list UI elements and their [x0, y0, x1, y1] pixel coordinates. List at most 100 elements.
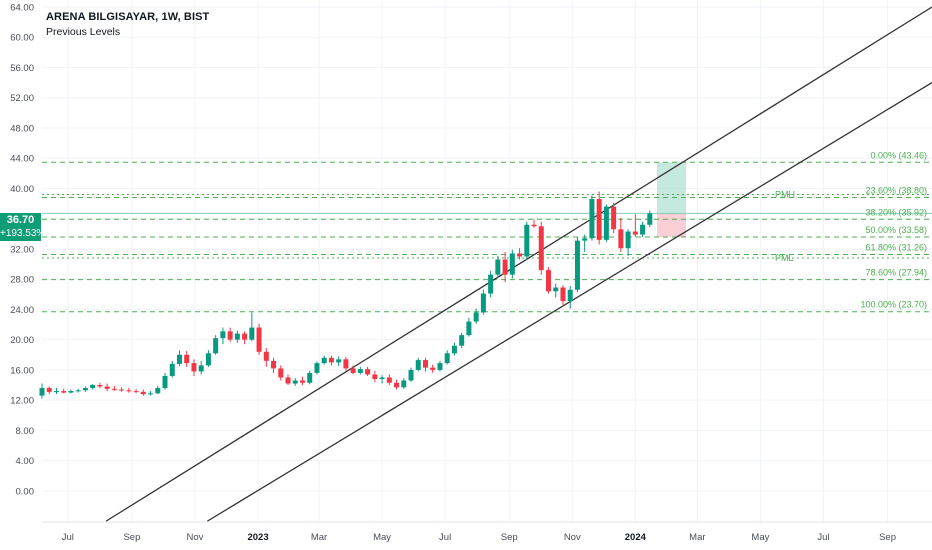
x-tick-label: Jul: [817, 532, 829, 543]
candle-body: [430, 367, 436, 370]
candle-body: [394, 382, 400, 388]
candle-body: [213, 338, 219, 354]
x-tick-label: 2023: [247, 532, 268, 543]
candle-body: [574, 240, 580, 290]
profit-zone: [657, 162, 686, 214]
y-axis[interactable]: 64.0060.0056.0052.0048.0044.0040.0036.00…: [10, 3, 34, 498]
candle-body: [97, 385, 103, 387]
candle-body: [444, 353, 450, 364]
candle-body: [365, 369, 371, 375]
candle-body: [546, 270, 552, 292]
candle-body: [227, 331, 233, 340]
y-tick-label: 64.00: [10, 3, 34, 14]
x-tick-label: Mar: [311, 532, 327, 543]
candle-body: [278, 368, 284, 378]
candle-body: [567, 289, 573, 302]
candle-body: [589, 199, 595, 239]
y-tick-label: 16.00: [10, 365, 34, 376]
y-tick-label: 12.00: [10, 396, 34, 407]
x-tick-label: Nov: [187, 532, 204, 543]
y-tick-label: 32.00: [10, 244, 34, 255]
candle-body: [473, 312, 479, 322]
x-tick-label: Mar: [689, 532, 705, 543]
fib-label: 50.00% (33.58): [865, 225, 927, 235]
candle-body: [176, 354, 182, 364]
channel-line: [105, 6, 932, 522]
candle-body: [517, 253, 523, 257]
candle-body: [415, 360, 421, 370]
candle-body: [292, 380, 298, 384]
fib-label: 38.20% (35.92): [865, 207, 927, 217]
x-tick-label: May: [751, 532, 769, 543]
candle-body: [61, 391, 67, 393]
y-tick-label: 24.00: [10, 305, 34, 316]
candle-body: [640, 224, 646, 235]
candle-body: [459, 335, 465, 346]
candle-body: [372, 374, 378, 379]
candle-body: [126, 390, 132, 392]
fib-label: 78.60% (27.94): [865, 268, 927, 278]
candle-body: [191, 363, 197, 372]
candle-body: [386, 377, 392, 383]
candle-body: [466, 321, 472, 336]
candle-body: [328, 357, 334, 363]
candle-body: [104, 386, 110, 389]
candle-body: [488, 274, 494, 294]
candle-body: [285, 377, 291, 384]
candle-body: [46, 388, 52, 392]
x-tick-label: Sep: [879, 532, 896, 543]
x-tick-label: Sep: [123, 532, 140, 543]
candle-body: [184, 354, 190, 364]
prev-level-label: PMH: [775, 190, 795, 200]
candle-body: [379, 377, 385, 379]
current-price: 36.70: [6, 214, 35, 226]
trend-channel[interactable]: [105, 6, 932, 522]
candle-body: [169, 363, 175, 376]
candle-body: [90, 385, 96, 389]
chart-legend: ARENA BILGISAYAR, 1W, BIST Previous Leve…: [46, 10, 209, 40]
x-axis[interactable]: Jul Sep Nov 2023 Mar May Jul Sep Nov 2024 Mar May Ju…: [42, 521, 932, 543]
y-tick-label: 8.00: [16, 426, 35, 437]
candle-body: [307, 372, 313, 383]
indicator-name[interactable]: Previous Levels: [46, 26, 121, 38]
y-tick-label: 28.00: [10, 275, 34, 286]
x-tick-label: Jul: [439, 532, 451, 543]
candle-body: [39, 388, 45, 396]
candle-body: [357, 369, 363, 373]
candles: [39, 191, 653, 399]
candle-body: [336, 359, 342, 363]
candle-body: [140, 391, 146, 395]
candle-body: [162, 375, 168, 389]
fib-levels: 0.00% (43.46) 23.60% (38.80) 38.20% (35.92…: [42, 150, 932, 313]
candle-body: [401, 380, 407, 388]
candle-body: [560, 287, 566, 302]
fib-label: 0.00% (43.46): [870, 150, 927, 160]
y-tick-label: 44.00: [10, 154, 34, 165]
current-price-tag: 36.70 +193.53%: [0, 213, 45, 241]
x-tick-label: Nov: [564, 532, 581, 543]
prev-level-label: PML: [775, 253, 794, 263]
position-zones: [42, 162, 932, 237]
candle-body: [647, 213, 653, 225]
candle-body: [538, 226, 544, 271]
x-tick-label: 2024: [625, 532, 647, 543]
y-tick-label: 0.00: [16, 486, 35, 497]
candle-body: [502, 259, 508, 275]
candle-body: [263, 351, 269, 361]
candle-body: [220, 331, 226, 339]
candle-body: [509, 253, 515, 275]
candle-body: [611, 206, 617, 230]
candle-body: [408, 369, 414, 381]
y-tick-label: 60.00: [10, 33, 34, 44]
candle-body: [350, 368, 356, 373]
candle-body: [256, 327, 262, 352]
candle-body: [148, 393, 154, 395]
candle-body: [198, 365, 204, 372]
y-tick-label: 52.00: [10, 93, 34, 104]
fib-label: 100.00% (23.70): [860, 300, 927, 310]
candle-body: [205, 353, 211, 366]
candle-body: [321, 357, 327, 364]
candle-body: [343, 359, 349, 369]
fib-label: 23.60% (38.80): [865, 186, 927, 196]
